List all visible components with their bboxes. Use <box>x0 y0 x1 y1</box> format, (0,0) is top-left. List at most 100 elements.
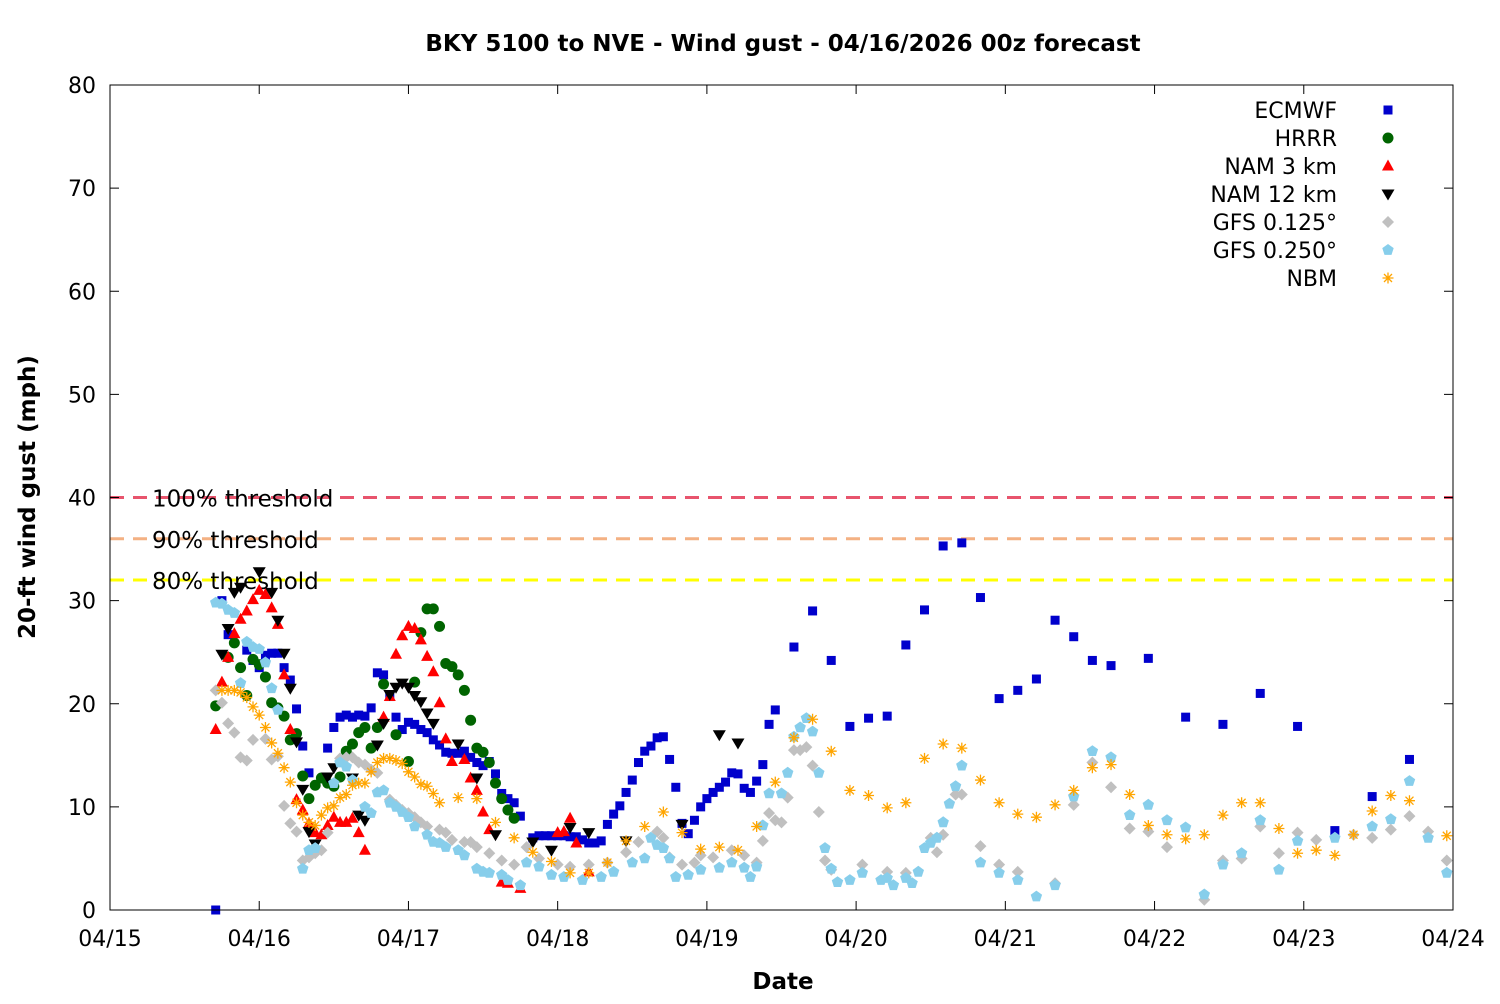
data-point <box>1254 814 1266 826</box>
data-point <box>445 755 458 766</box>
data-point <box>384 752 396 764</box>
data-point <box>260 650 270 660</box>
legend-marker <box>1383 105 1393 115</box>
data-point <box>807 713 819 725</box>
data-point <box>620 846 633 859</box>
data-point <box>340 815 353 827</box>
data-point <box>291 797 303 809</box>
data-point <box>752 776 762 786</box>
data-point <box>228 637 240 649</box>
data-point <box>502 804 514 816</box>
data-point <box>844 784 856 796</box>
data-point <box>234 612 247 624</box>
data-point <box>328 777 340 788</box>
data-point <box>285 675 295 685</box>
data-point <box>639 820 651 832</box>
data-point <box>956 742 968 754</box>
data-point <box>570 836 583 848</box>
data-point <box>949 780 962 792</box>
data-points <box>209 538 1453 915</box>
data-point <box>1217 858 1229 870</box>
y-tick-label: 70 <box>68 177 96 202</box>
data-point <box>1217 809 1229 821</box>
data-point <box>408 691 422 702</box>
data-point <box>222 684 234 696</box>
data-point <box>645 831 657 843</box>
data-point <box>1236 797 1248 809</box>
data-point <box>1142 819 1154 831</box>
data-point <box>640 746 650 756</box>
data-point <box>359 721 371 733</box>
data-point <box>775 816 788 829</box>
data-point <box>563 823 577 834</box>
legend-label: GFS 0.125° <box>1213 211 1337 236</box>
data-point <box>1069 632 1079 642</box>
data-point <box>1310 833 1323 846</box>
data-point <box>789 642 799 652</box>
data-point <box>1011 865 1024 878</box>
data-point <box>1403 775 1416 786</box>
legend-marker <box>1382 132 1394 144</box>
data-point <box>502 874 514 885</box>
data-point <box>309 779 321 791</box>
data-point <box>259 671 271 683</box>
data-point <box>739 783 749 793</box>
data-point <box>757 819 769 831</box>
data-point <box>477 746 489 758</box>
data-point <box>1179 821 1192 833</box>
data-point <box>441 747 451 757</box>
data-point <box>490 769 500 779</box>
data-point <box>228 726 241 739</box>
data-point <box>582 828 596 840</box>
data-point <box>445 833 458 846</box>
data-point <box>1254 797 1266 809</box>
data-point <box>540 831 550 841</box>
data-point <box>1105 751 1117 763</box>
data-point <box>221 623 235 635</box>
data-point <box>956 759 968 771</box>
data-point <box>458 684 470 696</box>
data-point <box>464 771 477 783</box>
data-point <box>277 648 291 660</box>
data-point <box>402 766 414 778</box>
data-point <box>825 862 837 874</box>
data-point <box>346 738 358 750</box>
data-point <box>1329 849 1341 861</box>
data-point <box>496 793 508 805</box>
data-point <box>458 849 471 861</box>
data-point <box>1180 833 1192 845</box>
data-point <box>1105 781 1118 794</box>
legend-marker <box>1382 272 1394 284</box>
data-point <box>483 757 495 769</box>
data-point <box>215 675 228 687</box>
data-point <box>713 841 725 853</box>
data-point <box>340 760 352 772</box>
data-point <box>297 770 309 782</box>
data-point <box>421 649 434 661</box>
data-point <box>283 683 297 695</box>
data-point <box>365 766 377 778</box>
data-point <box>391 712 401 722</box>
data-point <box>676 827 688 839</box>
data-point <box>955 788 968 801</box>
data-point <box>347 712 357 722</box>
data-point <box>583 867 595 879</box>
data-point <box>1403 810 1416 823</box>
data-point <box>527 846 539 858</box>
data-point <box>458 752 471 764</box>
data-point <box>1143 653 1153 663</box>
data-point <box>488 830 502 842</box>
data-point <box>845 721 855 731</box>
data-point <box>292 704 302 714</box>
data-point <box>235 662 247 674</box>
data-point <box>240 754 253 767</box>
data-point <box>1255 688 1265 698</box>
data-point <box>483 866 495 878</box>
data-point <box>1067 798 1080 811</box>
threshold-label: 100% threshold <box>152 487 333 513</box>
data-point <box>397 725 407 735</box>
data-point <box>228 627 241 639</box>
data-point <box>290 825 303 838</box>
data-point <box>241 692 253 704</box>
